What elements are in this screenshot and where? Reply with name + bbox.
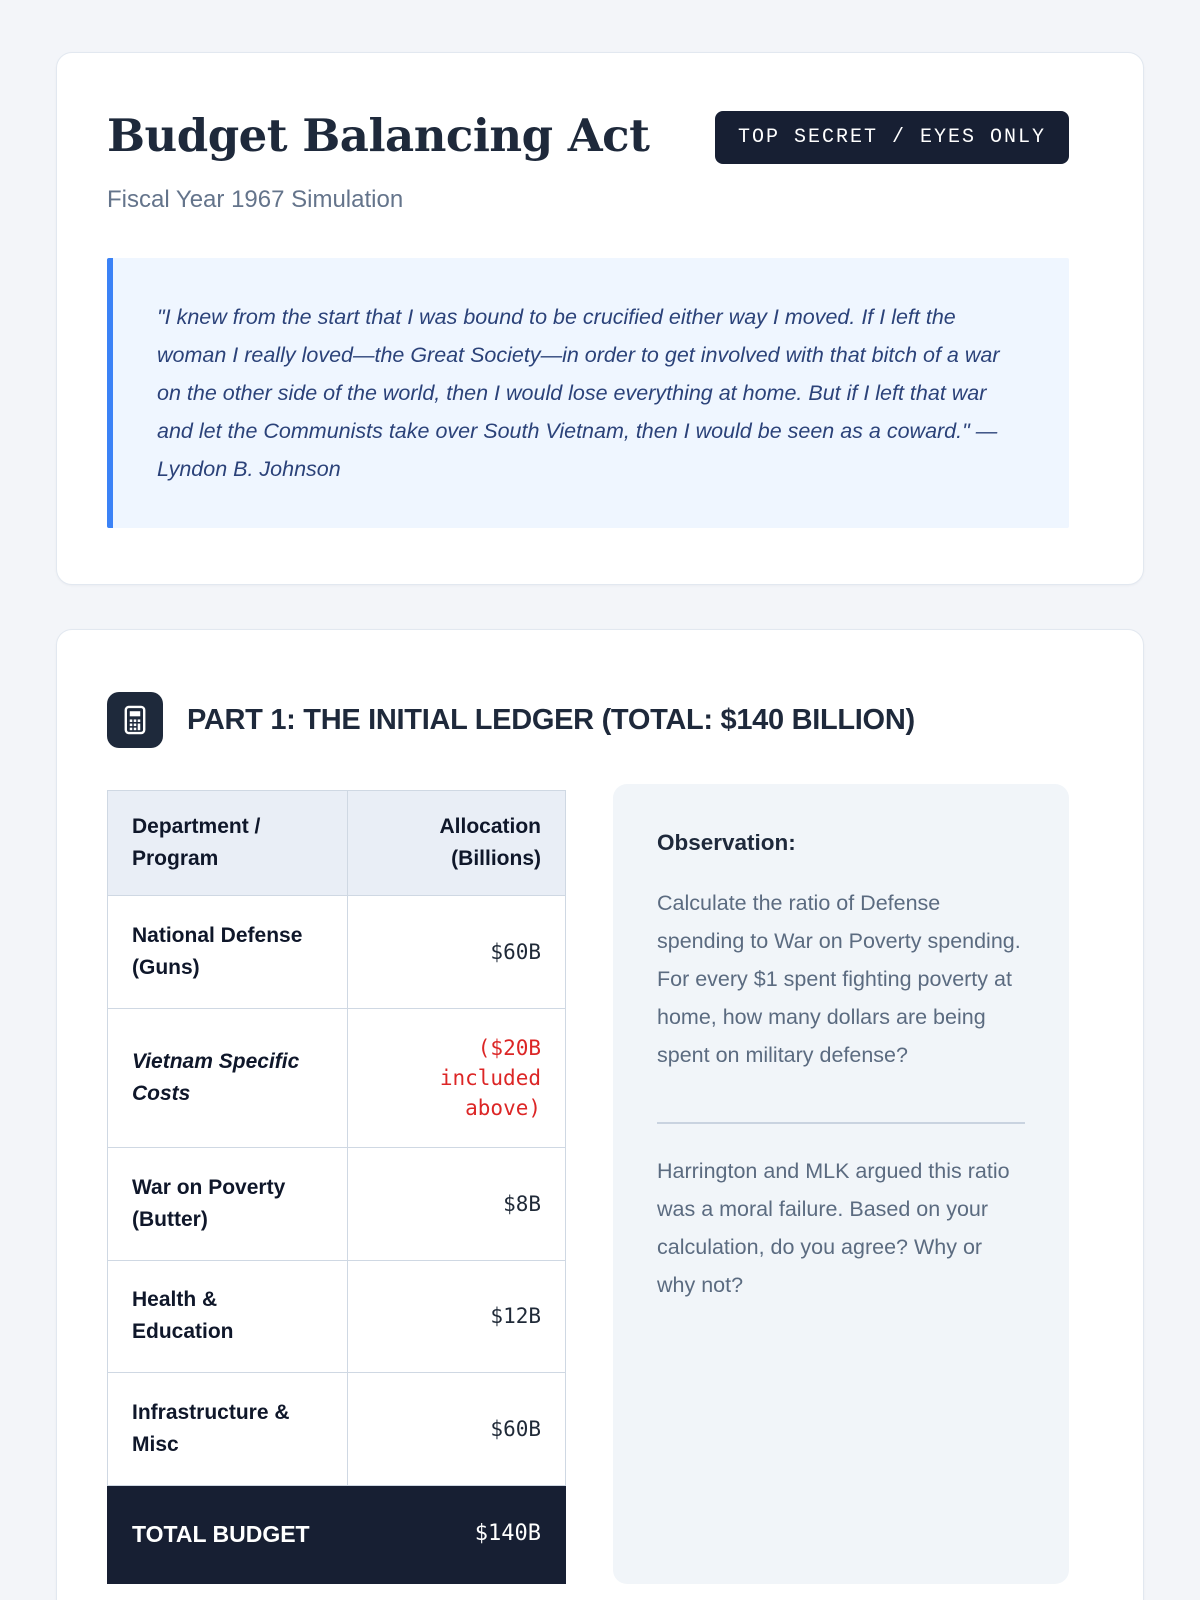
page-title: Budget Balancing Act: [107, 109, 650, 162]
part1-card: PART 1: THE INITIAL LEDGER (TOTAL: $140 …: [56, 629, 1144, 1600]
row-label: Health & Education: [132, 1288, 234, 1344]
column-header-allocation: Allocation (Billions): [347, 790, 566, 896]
lbj-quote: "I knew from the start that I was bound …: [107, 258, 1069, 528]
table-row: Vietnam Specific Costs ($20B included ab…: [107, 1007, 566, 1149]
page-subtitle: Fiscal Year 1967 Simulation: [107, 186, 404, 213]
table-row: Health & Education $12B: [107, 1259, 566, 1374]
total-value: $140B: [347, 1484, 566, 1585]
table-header-row: Department / Program Allocation (Billion…: [107, 790, 566, 896]
observation-paragraph-1: Calculate the ratio of Defense spending …: [657, 891, 1021, 1067]
observation-title: Observation:: [657, 830, 796, 855]
row-label: Infrastructure & Misc: [132, 1401, 290, 1457]
part1-heading: PART 1: THE INITIAL LEDGER (TOTAL: $140 …: [187, 703, 915, 736]
observation-divider: [657, 1122, 1025, 1124]
row-value: ($20B included above): [347, 1007, 566, 1149]
table-row: Infrastructure & Misc $60B: [107, 1372, 566, 1486]
table-row: War on Poverty (Butter) $8B: [107, 1147, 566, 1261]
row-value: $8B: [347, 1147, 566, 1261]
classification-badge: TOP SECRET / EYES ONLY: [714, 111, 1069, 164]
row-value: $60B: [347, 1372, 566, 1486]
intro-card: Budget Balancing Act TOP SECRET / EYES O…: [56, 52, 1144, 585]
calculator-icon: [107, 692, 163, 748]
part1-header: PART 1: THE INITIAL LEDGER (TOTAL: $140 …: [107, 692, 1069, 748]
row-value: $12B: [347, 1259, 566, 1374]
title-row: Budget Balancing Act TOP SECRET / EYES O…: [107, 109, 1069, 164]
row-value: $60B: [347, 895, 566, 1009]
observation-panel: Observation: Calculate the ratio of Defe…: [613, 784, 1069, 1584]
total-row: TOTAL BUDGET $140B: [107, 1484, 566, 1585]
total-label: TOTAL BUDGET: [107, 1484, 348, 1585]
row-label: War on Poverty (Butter): [132, 1175, 286, 1231]
table-row: National Defense (Guns) $60B: [107, 895, 566, 1009]
observation-paragraph-2: Harrington and MLK argued this ratio was…: [657, 1159, 1010, 1297]
ledger-table: Department / Program Allocation (Billion…: [107, 790, 566, 1585]
row-label: National Defense (Guns): [132, 923, 303, 979]
column-header-department: Department / Program: [107, 790, 348, 896]
row-label: Vietnam Specific Costs: [132, 1049, 300, 1105]
